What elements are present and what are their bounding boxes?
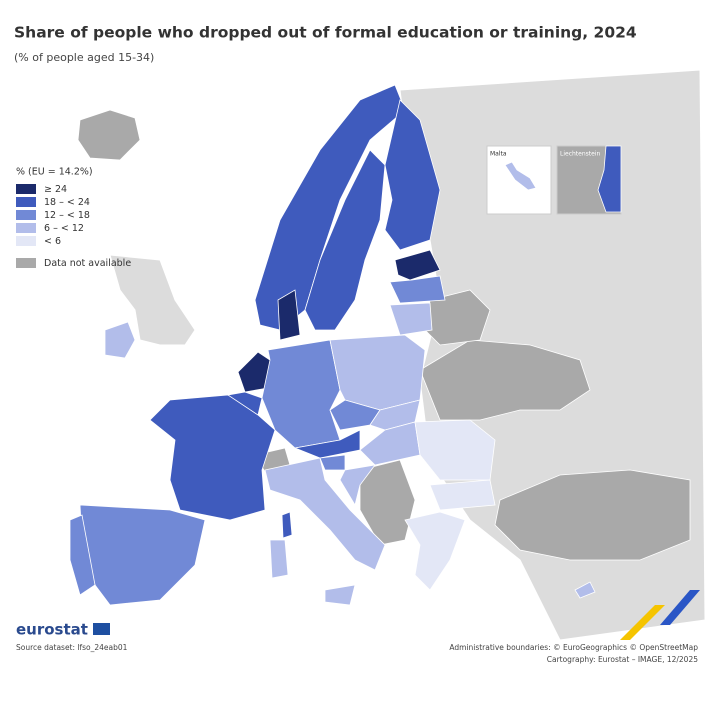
legend-title: % (EU = 14.2%): [16, 167, 93, 178]
malta: [504, 161, 537, 191]
denmark: [277, 289, 301, 341]
sweden: [304, 149, 386, 331]
inset-label: Malta: [490, 151, 507, 158]
sicily: [324, 584, 356, 606]
ireland: [104, 321, 136, 359]
legend-swatch: [16, 210, 36, 220]
legend-swatch: [16, 223, 36, 233]
france: [149, 394, 276, 521]
turkey: [494, 469, 691, 561]
balkans: [359, 459, 416, 546]
estonia: [394, 249, 441, 281]
decor-stripe: [620, 605, 665, 640]
legend-label: < 6: [44, 236, 61, 247]
logo-text: eurostat: [16, 621, 88, 639]
legend-swatch: [16, 258, 36, 268]
finland: [384, 99, 441, 251]
credit: Administrative boundaries: © EuroGeograp…: [449, 643, 698, 652]
lithuania: [389, 302, 433, 336]
greece: [404, 511, 466, 591]
iceland: [77, 109, 141, 161]
decor-stripe: [660, 590, 700, 625]
logo: eurostat: [16, 621, 110, 639]
legend-swatch: [16, 197, 36, 207]
austria: [293, 429, 361, 459]
cyprus: [574, 581, 596, 599]
great-britain: [109, 254, 196, 346]
inset-liechtenstein: Liechtenstein: [556, 145, 622, 215]
title: Share of people who dropped out of forma…: [14, 24, 637, 42]
latvia: [389, 275, 446, 304]
portugal: [69, 514, 96, 596]
map: [69, 69, 706, 641]
legend-swatch: [16, 236, 36, 246]
slovenia: [319, 454, 346, 471]
legend-swatch: [16, 184, 36, 194]
legend-label: 6 – < 12: [44, 223, 84, 234]
poland: [329, 334, 426, 411]
legend-label: ≥ 24: [44, 184, 67, 195]
legend-label: 12 – < 18: [44, 210, 90, 221]
legend-label: Data not available: [44, 258, 131, 269]
corsica: [281, 511, 293, 539]
legend-label: 18 – < 24: [44, 197, 90, 208]
bulgaria: [429, 479, 496, 511]
inset-label: Liechtenstein: [560, 151, 600, 158]
austria-inset: [597, 145, 622, 213]
subtitle: (% of people aged 15-34): [14, 51, 154, 64]
croatia: [339, 464, 376, 507]
credit: Cartography: Eurostat – IMAGE, 12/2025: [547, 655, 698, 664]
source: Source dataset: lfso_24eab01: [16, 643, 128, 652]
legend: % (EU = 14.2%) ≥ 24 18 – < 24 12 – < 18 6 –…: [16, 167, 131, 269]
eu-flag: [93, 623, 110, 635]
italy: [264, 457, 386, 571]
inset-malta: Malta: [486, 145, 552, 215]
sardinia: [269, 539, 289, 579]
slovakia: [369, 399, 421, 431]
